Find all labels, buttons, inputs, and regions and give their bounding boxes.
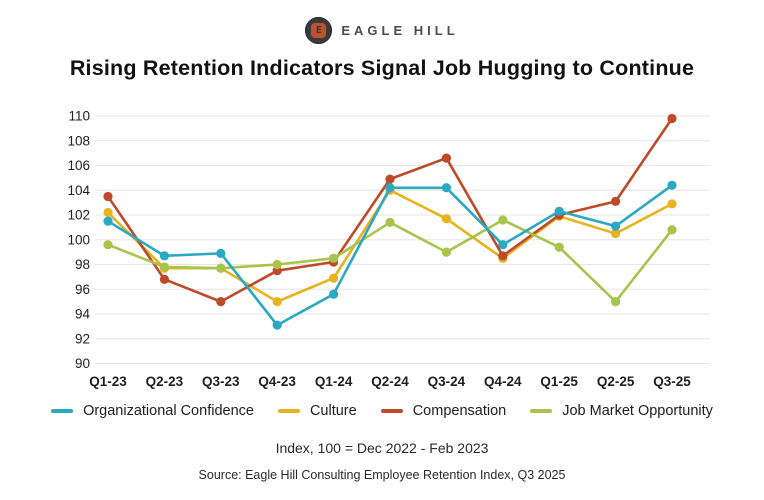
series-line (106, 184, 674, 327)
data-point (329, 289, 339, 299)
data-point (103, 240, 113, 250)
legend-swatch-icon (277, 408, 300, 414)
legend-item: Organizational Confidence (51, 403, 254, 419)
y-axis-label: 108 (67, 133, 90, 148)
source-note: Source: Eagle Hill Consulting Employee R… (198, 468, 566, 482)
legend-item: Compensation (380, 403, 507, 419)
data-point (611, 196, 621, 206)
data-point (441, 153, 451, 163)
x-axis-label: Q1-24 (315, 374, 353, 389)
data-point (216, 297, 226, 307)
x-axis-label: Q2-25 (597, 374, 635, 389)
data-point (159, 274, 169, 284)
data-point (441, 214, 451, 224)
y-axis-label: 110 (68, 109, 90, 124)
legend-swatch-icon (530, 408, 553, 414)
data-point (554, 206, 564, 216)
legend-swatch-icon (51, 408, 74, 414)
data-point (329, 253, 339, 263)
legend-item: Culture (277, 403, 357, 419)
data-point (103, 216, 113, 226)
data-point (385, 217, 395, 228)
chart-legend: Organizational Confidence Culture Compensa… (0, 403, 764, 419)
x-axis-label: Q3-25 (653, 374, 691, 389)
legend-label: Compensation (412, 403, 507, 419)
data-point (272, 320, 282, 330)
data-point (216, 248, 226, 258)
x-axis-label: Q3-23 (202, 374, 240, 389)
x-axis-label: Q4-23 (258, 374, 296, 389)
chart-title: Rising Retention Indicators Signal Job H… (69, 56, 695, 80)
data-point (554, 242, 564, 252)
legend-label: Culture (309, 403, 357, 419)
legend-item: Job Market Opportunity (530, 403, 713, 419)
data-point (441, 183, 451, 193)
data-point (611, 297, 621, 307)
y-axis-label: 106 (67, 158, 90, 173)
eagle-hill-logo-icon: E (305, 17, 333, 44)
data-point (498, 251, 508, 261)
eagle-hill-monogram-icon: E (311, 23, 327, 38)
y-axis-label: 104 (67, 183, 90, 198)
y-axis-label: 98 (75, 257, 90, 272)
x-axis-label: Q2-24 (371, 374, 409, 389)
data-point (159, 262, 169, 272)
x-axis-label: Q3-24 (428, 374, 466, 389)
y-axis-label: 100 (67, 232, 90, 247)
x-axis-label: Q1-25 (540, 374, 578, 389)
grid-and-y-axis: 90 92 94 96 98 100 102 104 106 108 110 (67, 109, 710, 371)
data-point (611, 221, 621, 231)
data-point (385, 174, 395, 184)
data-point (103, 191, 113, 202)
data-point (216, 263, 226, 273)
data-point (272, 297, 282, 307)
line-chart-canvas: 90 92 94 96 98 100 102 104 106 108 110 Q1-23 Q2-23 Q3… (67, 109, 710, 389)
x-axis-label: Q4-24 (484, 374, 522, 389)
data-point (667, 225, 677, 235)
series-job-market-opportunity (103, 215, 677, 307)
data-point (272, 259, 282, 270)
x-axis-label: Q2-23 (146, 374, 184, 389)
x-axis: Q1-23 Q2-23 Q3-23 Q4-23 Q1-24 Q2-24 Q3-24 Q4-24… (89, 374, 691, 389)
data-point (103, 207, 113, 218)
data-point (329, 273, 339, 283)
data-point (159, 251, 169, 261)
x-axis-label: Q1-23 (89, 374, 127, 389)
data-point (498, 240, 508, 250)
y-axis-label: 94 (75, 307, 91, 322)
data-point (498, 215, 508, 225)
data-point (611, 228, 621, 239)
index-note: Index, 100 = Dec 2022 - Feb 2023 (275, 440, 489, 456)
y-axis-label: 90 (75, 356, 90, 371)
data-point (667, 113, 677, 124)
y-axis-label: 92 (75, 331, 90, 346)
brand-name: EAGLE HILL (341, 23, 459, 38)
legend-label: Job Market Opportunity (562, 403, 713, 419)
line-chart: 90 92 94 96 98 100 102 104 106 108 110 Q1-23 Q2-23 Q3… (32, 98, 732, 398)
legend-label: Organizational Confidence (83, 403, 254, 419)
data-point (667, 180, 677, 190)
series-organizational-confidence (103, 180, 677, 330)
data-point (385, 183, 395, 193)
y-axis-label: 102 (67, 208, 90, 223)
y-axis-label: 96 (75, 282, 90, 297)
data-point (667, 199, 677, 209)
legend-swatch-icon (380, 408, 403, 414)
data-point (441, 247, 451, 257)
brand-header: E EAGLE HILL (0, 17, 764, 44)
